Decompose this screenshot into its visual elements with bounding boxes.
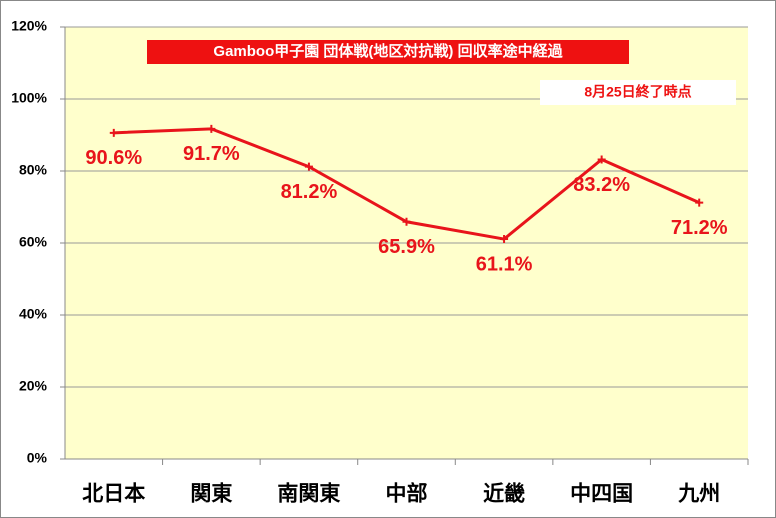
title-box [147, 40, 629, 64]
data-label: 61.1% [476, 253, 533, 275]
y-tick-label: 80% [19, 162, 48, 178]
marker [597, 155, 606, 164]
data-label: 65.9% [378, 236, 435, 258]
y-tick-label: 60% [19, 234, 48, 250]
y-tick-label: 100% [11, 90, 47, 106]
data-label: 91.7% [183, 143, 240, 165]
x-tick-label: 九州 [677, 483, 720, 506]
subtitle-box [540, 80, 736, 105]
subtitle: 8月25日終了時点 [584, 84, 691, 100]
marker [207, 124, 216, 133]
data-label: 90.6% [85, 147, 142, 169]
data-label: 83.2% [573, 174, 630, 196]
y-tick-label: 40% [19, 306, 48, 322]
marker [500, 235, 509, 244]
marker [304, 162, 313, 171]
marker [109, 128, 118, 137]
chart-title: Gamboo甲子園 団体戦(地区対抗戦) 回収率途中経過 [213, 42, 563, 60]
y-tick-label: 0% [27, 450, 48, 466]
marker [695, 198, 704, 207]
x-tick-label: 中四国 [570, 483, 633, 506]
data-label: 81.2% [281, 181, 338, 203]
x-tick-label: 中部 [386, 482, 428, 506]
data-label: 71.2% [671, 217, 728, 239]
x-tick-label: 関東 [190, 483, 232, 506]
x-tick-label: 南関東 [277, 482, 340, 506]
y-tick-label: 20% [19, 378, 48, 394]
y-tick-label: 120% [11, 18, 47, 34]
marker [402, 217, 411, 226]
x-tick-label: 北日本 [82, 483, 145, 506]
x-tick-label: 近畿 [483, 482, 525, 506]
